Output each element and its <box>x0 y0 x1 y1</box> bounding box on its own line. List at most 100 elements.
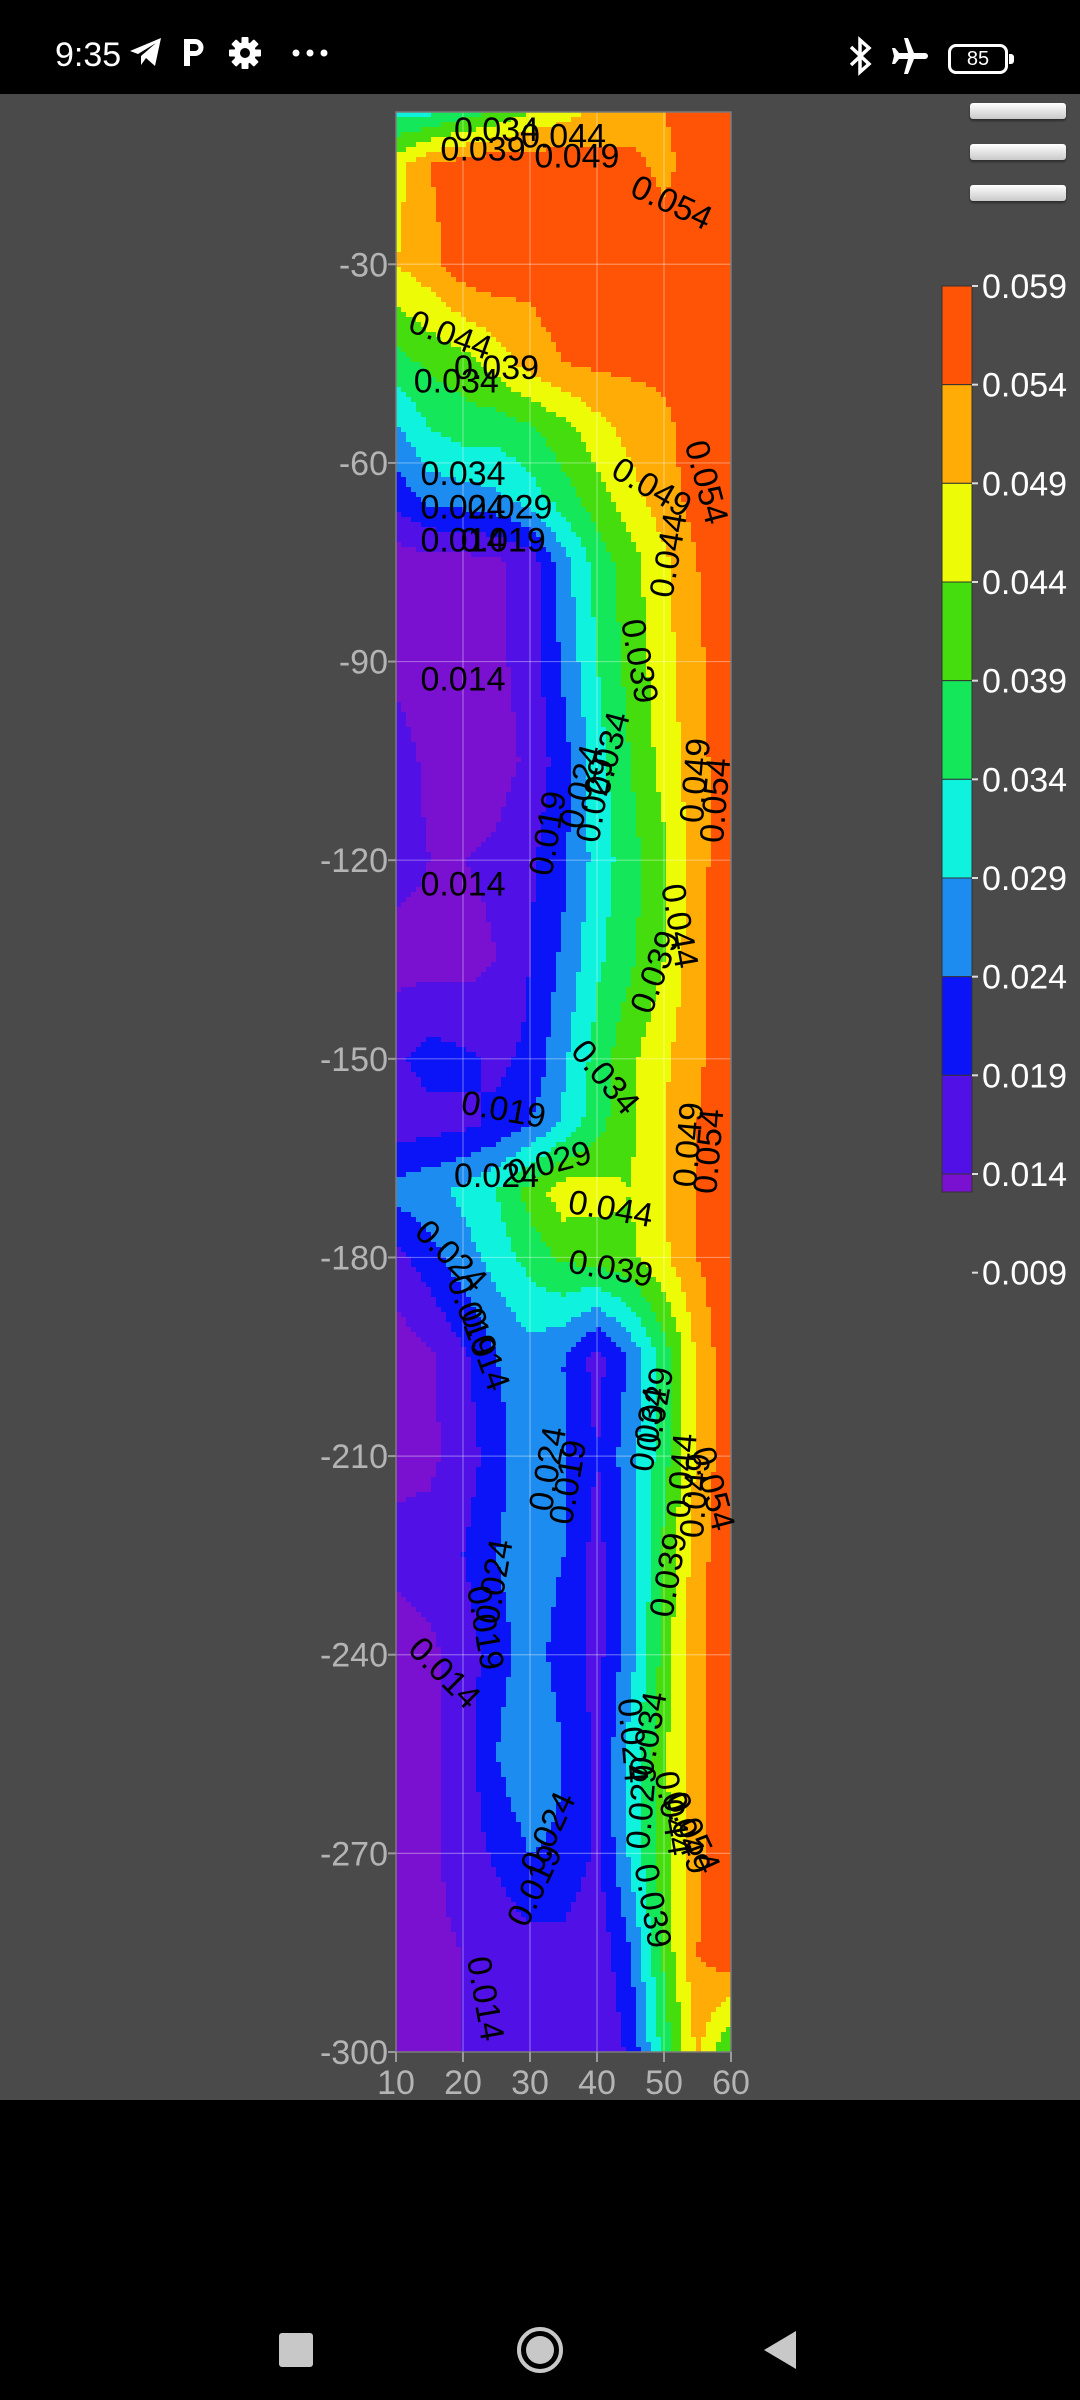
contour-cell <box>451 282 457 288</box>
contour-cell <box>531 432 537 438</box>
contour-cell <box>411 217 417 223</box>
contour-cell <box>616 287 622 293</box>
contour-cell <box>601 167 607 173</box>
contour-cell <box>431 247 437 253</box>
contour-cell <box>401 347 407 353</box>
contour-cell <box>521 327 527 333</box>
contour-cell <box>526 217 532 223</box>
contour-cell <box>626 317 632 323</box>
contour-cell <box>611 232 617 238</box>
contour-cell <box>461 422 467 428</box>
contour-cell <box>501 112 507 118</box>
contour-cell <box>721 242 727 248</box>
contour-cell <box>651 137 657 143</box>
contour-cell <box>511 372 517 378</box>
contour-cell <box>706 272 712 278</box>
contour-cell <box>451 277 457 283</box>
contour-cell <box>481 132 487 138</box>
contour-cell <box>491 282 497 288</box>
contour-cell <box>431 287 437 293</box>
contour-cell <box>471 327 477 333</box>
contour-cell <box>506 282 512 288</box>
contour-cell <box>581 417 587 423</box>
contour-cell <box>671 247 677 253</box>
contour-cell <box>411 367 417 373</box>
contour-cell <box>691 162 697 168</box>
contour-cell <box>421 322 427 328</box>
contour-cell <box>706 317 712 323</box>
contour-cell <box>486 187 492 193</box>
contour-cell <box>481 302 487 308</box>
contour-cell <box>451 312 457 318</box>
contour-cell <box>586 182 592 188</box>
contour-cell <box>696 332 702 338</box>
contour-cell <box>571 167 577 173</box>
contour-cell <box>606 467 612 473</box>
contour-cell <box>531 172 537 178</box>
contour-cell <box>631 227 637 233</box>
contour-cell <box>526 382 532 388</box>
contour-cell <box>696 222 702 228</box>
contour-cell <box>506 112 512 118</box>
contour-cell <box>606 177 612 183</box>
contour-cell <box>561 262 567 268</box>
contour-cell <box>671 287 677 293</box>
contour-cell <box>431 187 437 193</box>
contour-cell <box>711 262 717 268</box>
contour-cell <box>396 382 402 388</box>
contour-cell <box>656 402 662 408</box>
contour-cell <box>436 357 442 363</box>
contour-cell <box>681 182 687 188</box>
contour-cell <box>711 237 717 243</box>
contour-cell <box>566 167 572 173</box>
contour-cell <box>611 242 617 248</box>
contour-cell <box>581 147 587 153</box>
contour-cell <box>476 412 482 418</box>
contour-cell <box>476 377 482 383</box>
contour-cell <box>551 167 557 173</box>
contour-cell <box>421 377 427 383</box>
contour-cell <box>461 152 467 158</box>
contour-cell <box>666 157 672 163</box>
contour-cell <box>441 417 447 423</box>
contour-cell <box>601 422 607 428</box>
contour-cell <box>651 122 657 128</box>
contour-cell <box>451 237 457 243</box>
contour-cell <box>496 147 502 153</box>
contour-cell <box>681 407 687 413</box>
contour-cell <box>551 172 557 178</box>
contour-cell <box>601 162 607 168</box>
contour-cell <box>691 237 697 243</box>
contour-cell <box>676 217 682 223</box>
contour-cell <box>666 252 672 258</box>
contour-cell <box>476 442 482 448</box>
contour-cell <box>721 452 727 458</box>
contour-cell <box>416 162 422 168</box>
contour-cell <box>696 137 702 143</box>
contour-cell <box>476 317 482 323</box>
contour-cell <box>721 477 727 483</box>
contour-cell <box>396 377 402 383</box>
contour-cell <box>516 382 522 388</box>
contour-cell <box>501 167 507 173</box>
contour-cell <box>571 432 577 438</box>
contour-cell <box>466 447 472 453</box>
contour-cell <box>401 192 407 198</box>
contour-cell <box>581 262 587 268</box>
contour-cell <box>606 117 612 123</box>
contour-cell <box>556 347 562 353</box>
contour-cell <box>426 172 432 178</box>
contour-cell <box>576 302 582 308</box>
contour-cell <box>481 192 487 198</box>
contour-cell <box>716 237 722 243</box>
contour-cell <box>676 402 682 408</box>
contour-cell <box>651 112 657 118</box>
contour-cell <box>516 372 522 378</box>
contour-cell <box>616 382 622 388</box>
contour-cell <box>516 357 522 363</box>
contour-cell <box>526 242 532 248</box>
contour-cell <box>631 307 637 313</box>
contour-cell <box>656 372 662 378</box>
contour-cell <box>406 117 412 123</box>
contour-cell <box>591 317 597 323</box>
